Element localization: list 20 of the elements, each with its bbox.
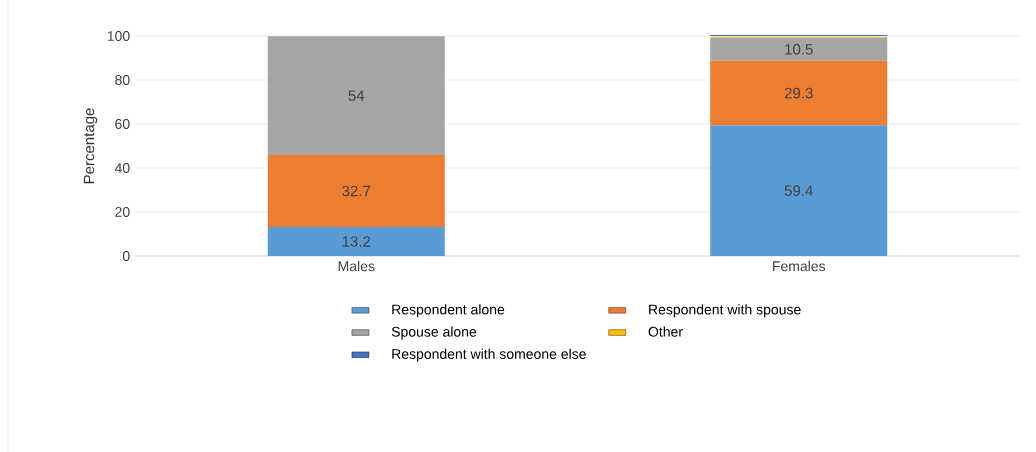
legend-label: Other [648,326,683,337]
data-label: 13.2 [342,236,371,247]
y-tick-label: 80 [115,75,130,85]
data-label: 32.7 [342,185,371,197]
x-tick-label: Males [338,260,375,272]
data-label: 54 [348,90,365,101]
y-axis-title: Percentage [83,108,98,184]
data-label: 10.5 [785,43,813,55]
legend-label: Respondent alone [392,304,505,318]
data-label: 29.3 [784,87,813,99]
y-tick-label: 0 [122,251,130,261]
y-tick-label: 60 [115,119,130,129]
legend-label: Spouse alone [391,326,477,340]
legend-label: Respondent with someone else [392,348,586,362]
y-tick-label: 100 [107,31,130,41]
legend-label: Respondent with spouse [649,304,801,318]
data-label: 59.4 [784,185,813,196]
x-tick-label: Females [773,260,826,272]
y-tick-label: 40 [114,163,130,173]
y-tick-label: 20 [115,207,130,217]
